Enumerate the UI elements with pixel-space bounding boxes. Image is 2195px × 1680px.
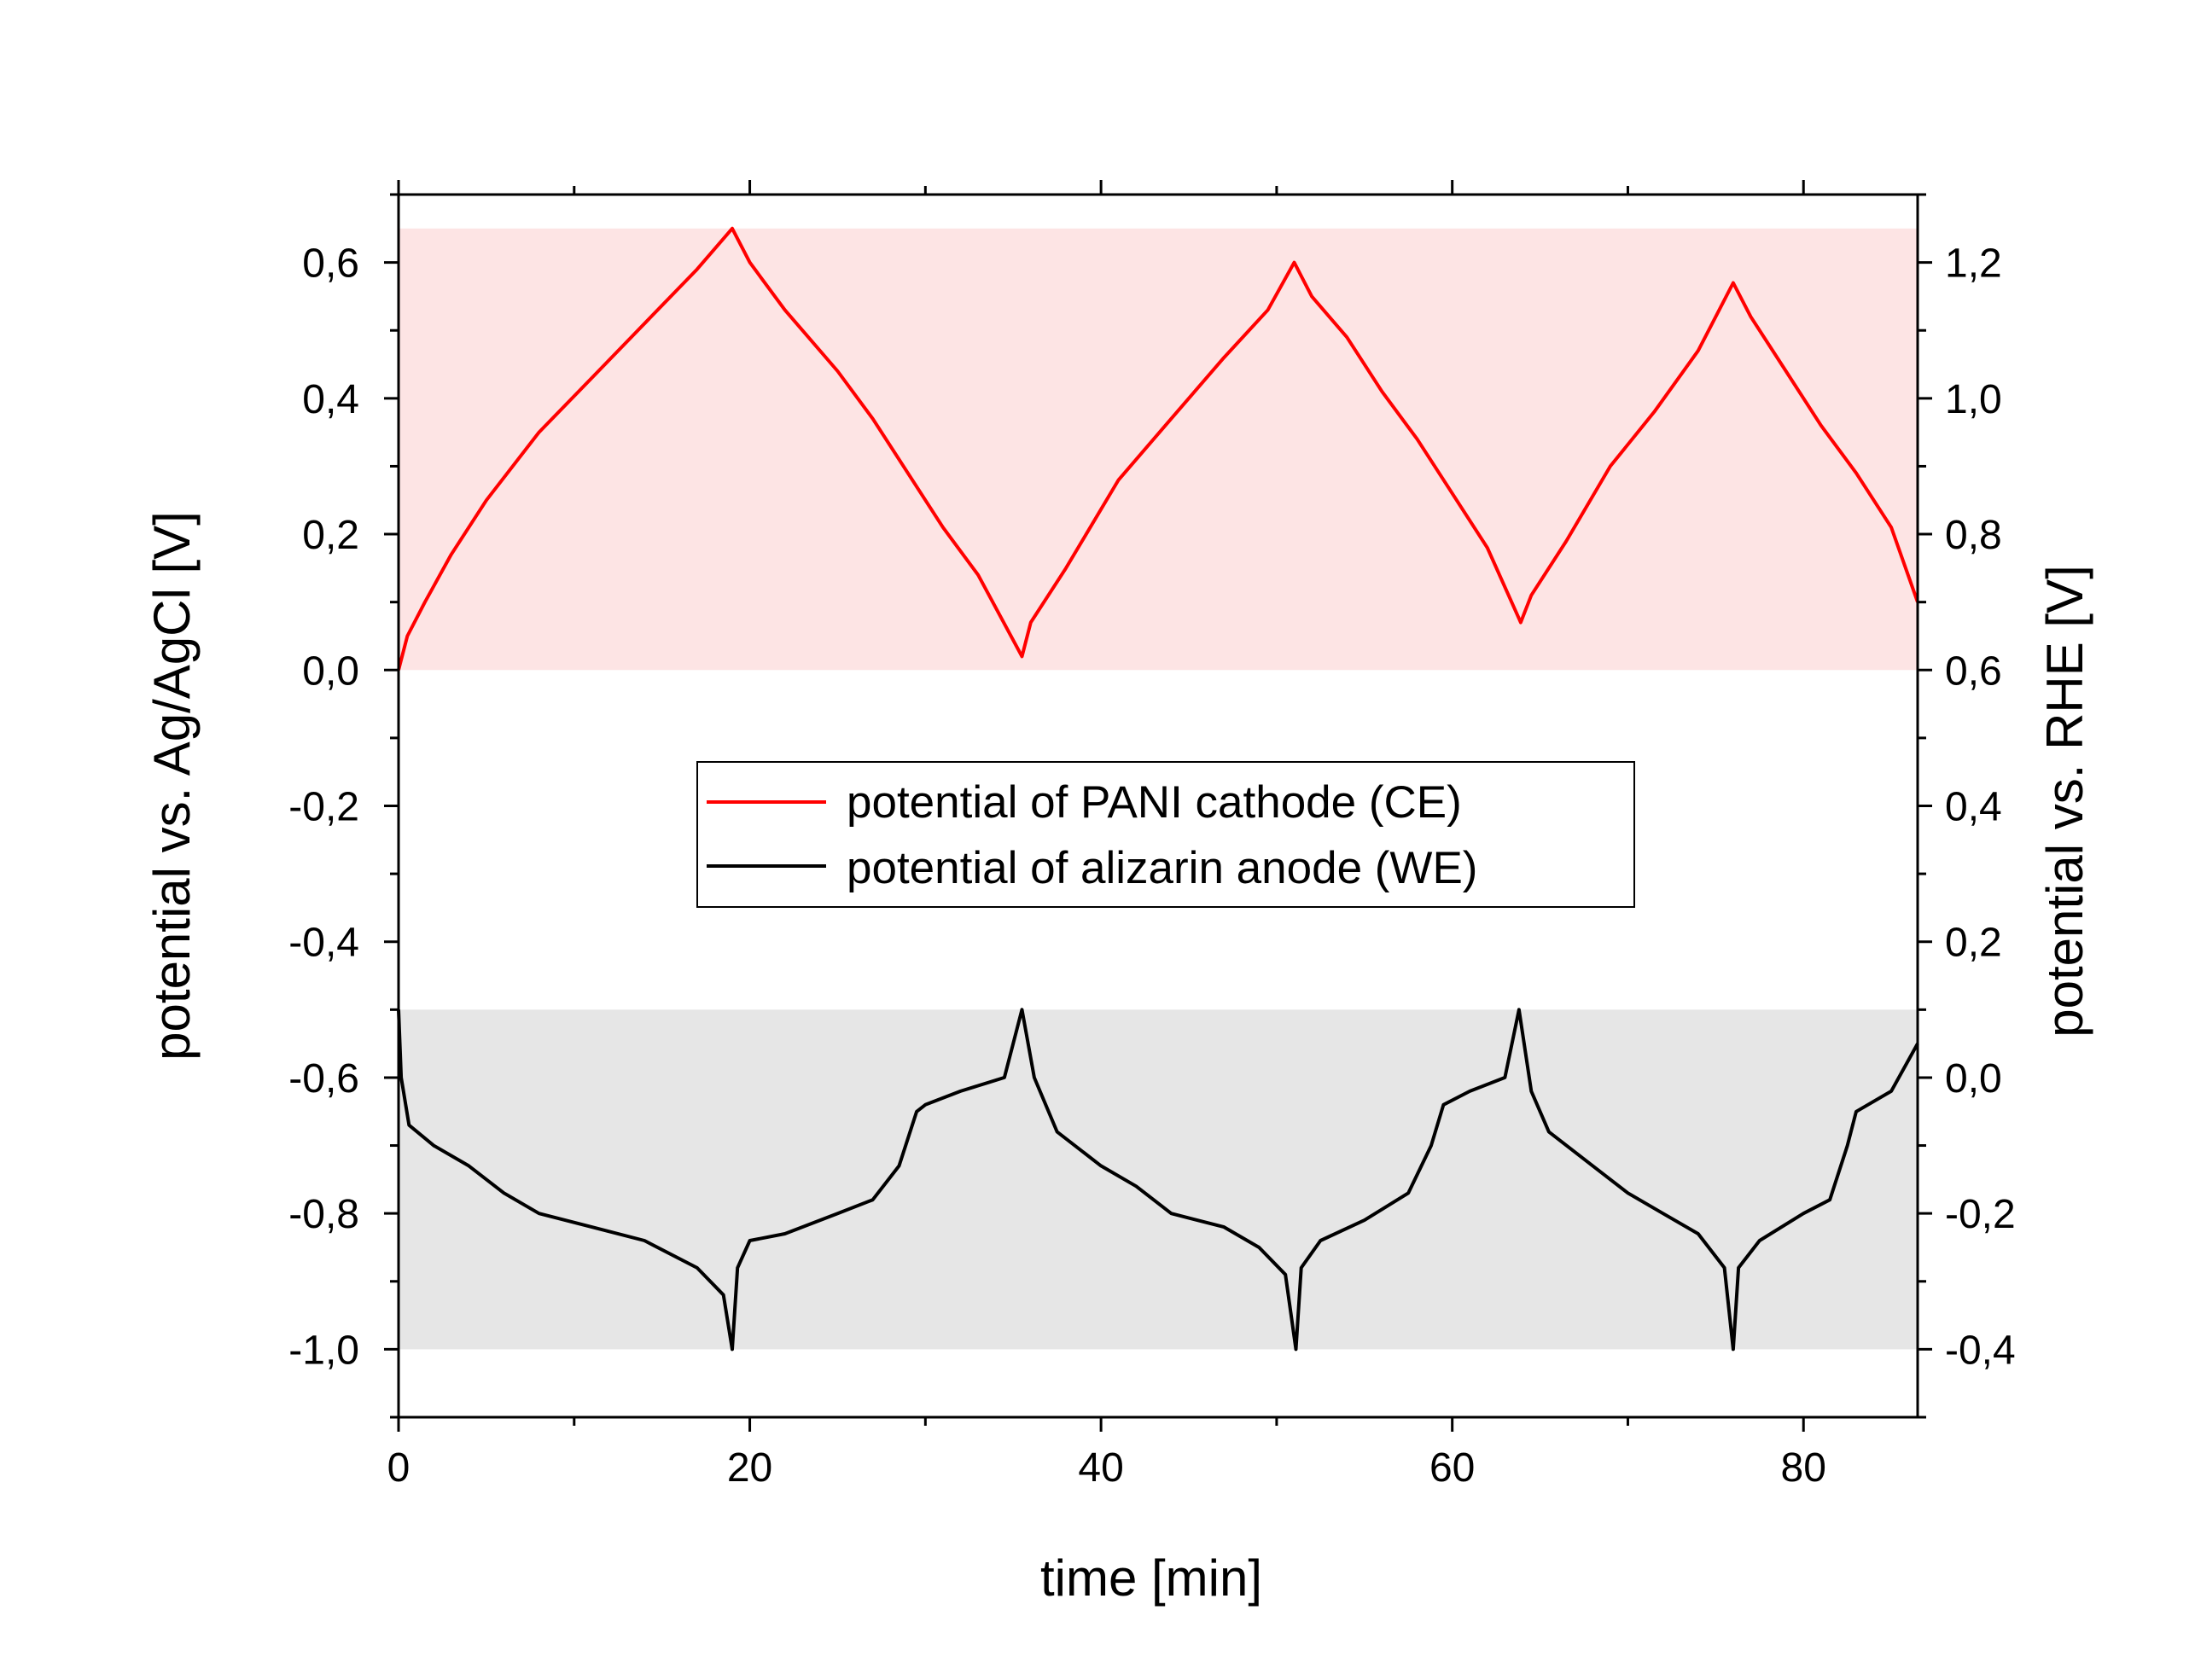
- y-right-tick-label: 0,2: [1945, 921, 2002, 966]
- x-tick-label: 60: [1429, 1445, 1475, 1491]
- x-tick-label: 40: [1078, 1445, 1123, 1491]
- y-left-tick-label: -0,2: [288, 785, 359, 830]
- y-left-tick-label: 0,4: [302, 377, 359, 422]
- y-right-tick-label: 1,2: [1945, 241, 2002, 287]
- x-tick-label: 0: [387, 1445, 410, 1491]
- y-right-tick-label: -0,2: [1945, 1192, 2016, 1237]
- y-right-tick-label: 0,0: [1945, 1056, 2002, 1102]
- y-left-tick-label: -0,8: [288, 1192, 359, 1237]
- legend-label-cathode: potential of PANI cathode (CE): [847, 777, 1462, 828]
- y-right-tick-label: 0,4: [1945, 785, 2002, 830]
- y-axis-left-title: potential vs. Ag/AgCl [V]: [143, 511, 201, 1061]
- y-left-tick-label: 0,2: [302, 513, 359, 558]
- y-right-tick-label: 1,0: [1945, 377, 2002, 422]
- series-line-0: [397, 226, 1919, 671]
- x-tick-label: 20: [727, 1445, 772, 1491]
- series-line-1: [397, 1008, 1919, 1352]
- y-left-tick-label: 0,6: [302, 241, 359, 287]
- y-left-tick-label: -1,0: [288, 1328, 359, 1373]
- legend: potential of PANI cathode (CE) potential…: [696, 761, 1635, 908]
- shaded-band-1: [399, 1009, 1918, 1350]
- y-right-tick-label: 0,8: [1945, 513, 2002, 558]
- legend-box: [696, 761, 1635, 908]
- x-tick-label: 80: [1781, 1445, 1826, 1491]
- y-left-tick-label: 0,0: [302, 648, 359, 694]
- axis-ticks: [384, 180, 1932, 1432]
- legend-label-anode: potential of alizarin anode (WE): [847, 843, 1477, 893]
- series-lines: [397, 226, 1919, 1352]
- shaded-band-0: [399, 228, 1918, 671]
- y-left-tick-label: -0,4: [288, 921, 359, 966]
- y-right-tick-label: -0,4: [1945, 1328, 2016, 1373]
- tick-labels: 0 20 40 60 80 -1,0 -0,8 -0,6 -0,4 -0,2 0,0 0,2 0,4 0,…: [288, 241, 2015, 1491]
- y-axis-right-title: potential vs. RHE [V]: [2036, 565, 2093, 1038]
- y-right-tick-label: 0,6: [1945, 648, 2002, 694]
- shaded-bands: [399, 228, 1918, 1350]
- x-axis-title: time [min]: [1040, 1549, 1262, 1607]
- y-left-tick-label: -0,6: [288, 1056, 359, 1102]
